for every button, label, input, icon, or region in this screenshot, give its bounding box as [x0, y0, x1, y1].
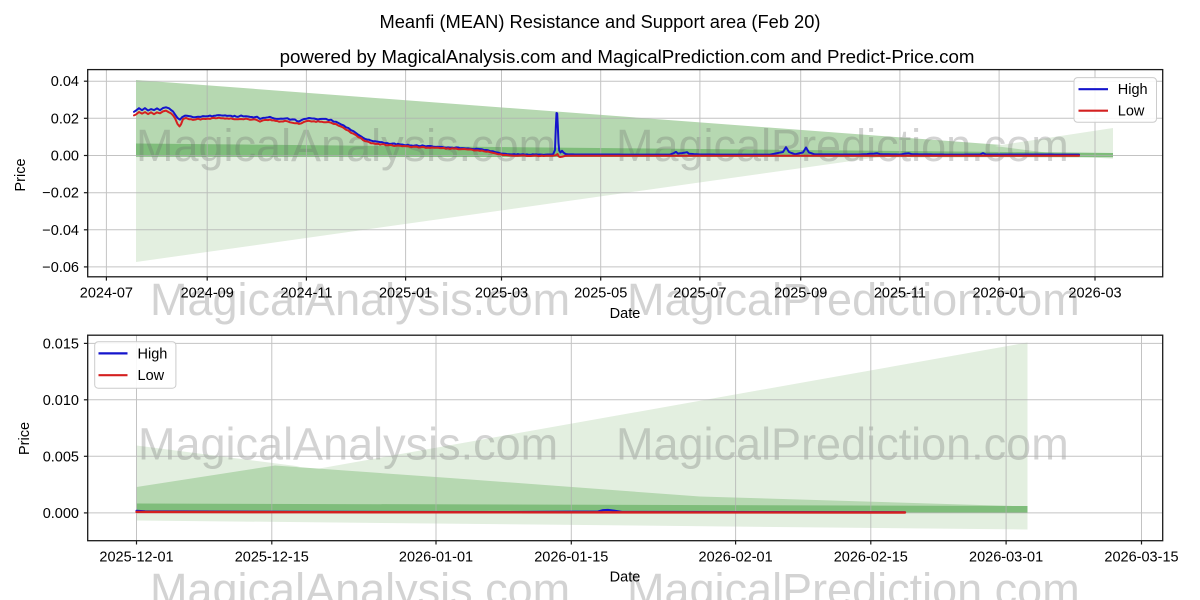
- svg-text:Price: Price: [13, 158, 29, 191]
- svg-text:Date: Date: [610, 570, 641, 586]
- svg-text:High: High: [138, 346, 168, 362]
- svg-text:Low: Low: [138, 368, 165, 384]
- svg-text:MagicalPrediction.com: MagicalPrediction.com: [616, 120, 1069, 171]
- svg-text:2026-03: 2026-03: [1068, 286, 1121, 302]
- svg-text:0.000: 0.000: [43, 506, 79, 522]
- svg-text:2025-11: 2025-11: [874, 286, 926, 302]
- svg-text:2026-01-01: 2026-01-01: [399, 550, 473, 566]
- svg-text:0.04: 0.04: [51, 74, 79, 90]
- svg-text:2025-12-01: 2025-12-01: [99, 550, 173, 566]
- svg-text:Meanfi (MEAN) Resistance and S: Meanfi (MEAN) Resistance and Support are…: [380, 11, 821, 32]
- svg-text:0.005: 0.005: [43, 449, 79, 465]
- svg-text:0.010: 0.010: [43, 393, 79, 409]
- svg-text:MagicalPrediction.com: MagicalPrediction.com: [627, 274, 1080, 325]
- svg-text:0.02: 0.02: [51, 111, 79, 127]
- svg-text:2026-01: 2026-01: [972, 286, 1025, 302]
- svg-text:2024-07: 2024-07: [80, 286, 133, 302]
- svg-text:2025-09: 2025-09: [774, 286, 827, 302]
- svg-text:2024-11: 2024-11: [280, 286, 332, 302]
- svg-text:2026-01-15: 2026-01-15: [534, 550, 608, 566]
- svg-text:Low: Low: [1118, 104, 1145, 120]
- svg-text:2026-03-15: 2026-03-15: [1104, 550, 1178, 566]
- svg-text:2025-07: 2025-07: [673, 286, 726, 302]
- svg-text:powered by MagicalAnalysis.com: powered by MagicalAnalysis.com and Magic…: [280, 46, 975, 67]
- svg-text:MagicalPrediction.com: MagicalPrediction.com: [627, 564, 1080, 600]
- svg-text:0.00: 0.00: [51, 149, 79, 165]
- svg-text:MagicalAnalysis.com: MagicalAnalysis.com: [150, 564, 570, 600]
- svg-text:MagicalPrediction.com: MagicalPrediction.com: [616, 419, 1069, 470]
- svg-text:Price: Price: [17, 422, 33, 455]
- svg-text:2026-03-01: 2026-03-01: [969, 550, 1043, 566]
- svg-text:MagicalAnalysis.com: MagicalAnalysis.com: [150, 274, 570, 325]
- svg-text:2024-09: 2024-09: [181, 286, 234, 302]
- svg-text:Date: Date: [610, 306, 641, 322]
- svg-text:−0.06: −0.06: [42, 260, 79, 276]
- svg-text:0.015: 0.015: [43, 336, 79, 352]
- svg-text:2026-02-15: 2026-02-15: [834, 550, 908, 566]
- svg-text:2026-02-01: 2026-02-01: [699, 550, 773, 566]
- svg-text:High: High: [1118, 82, 1148, 98]
- svg-text:2025-05: 2025-05: [574, 286, 627, 302]
- svg-text:2025-01: 2025-01: [379, 286, 432, 302]
- svg-text:−0.02: −0.02: [42, 186, 79, 202]
- svg-text:MagicalAnalysis.com: MagicalAnalysis.com: [138, 419, 558, 470]
- svg-text:2025-12-15: 2025-12-15: [235, 550, 309, 566]
- svg-text:2025-03: 2025-03: [475, 286, 528, 302]
- svg-text:−0.04: −0.04: [42, 223, 79, 239]
